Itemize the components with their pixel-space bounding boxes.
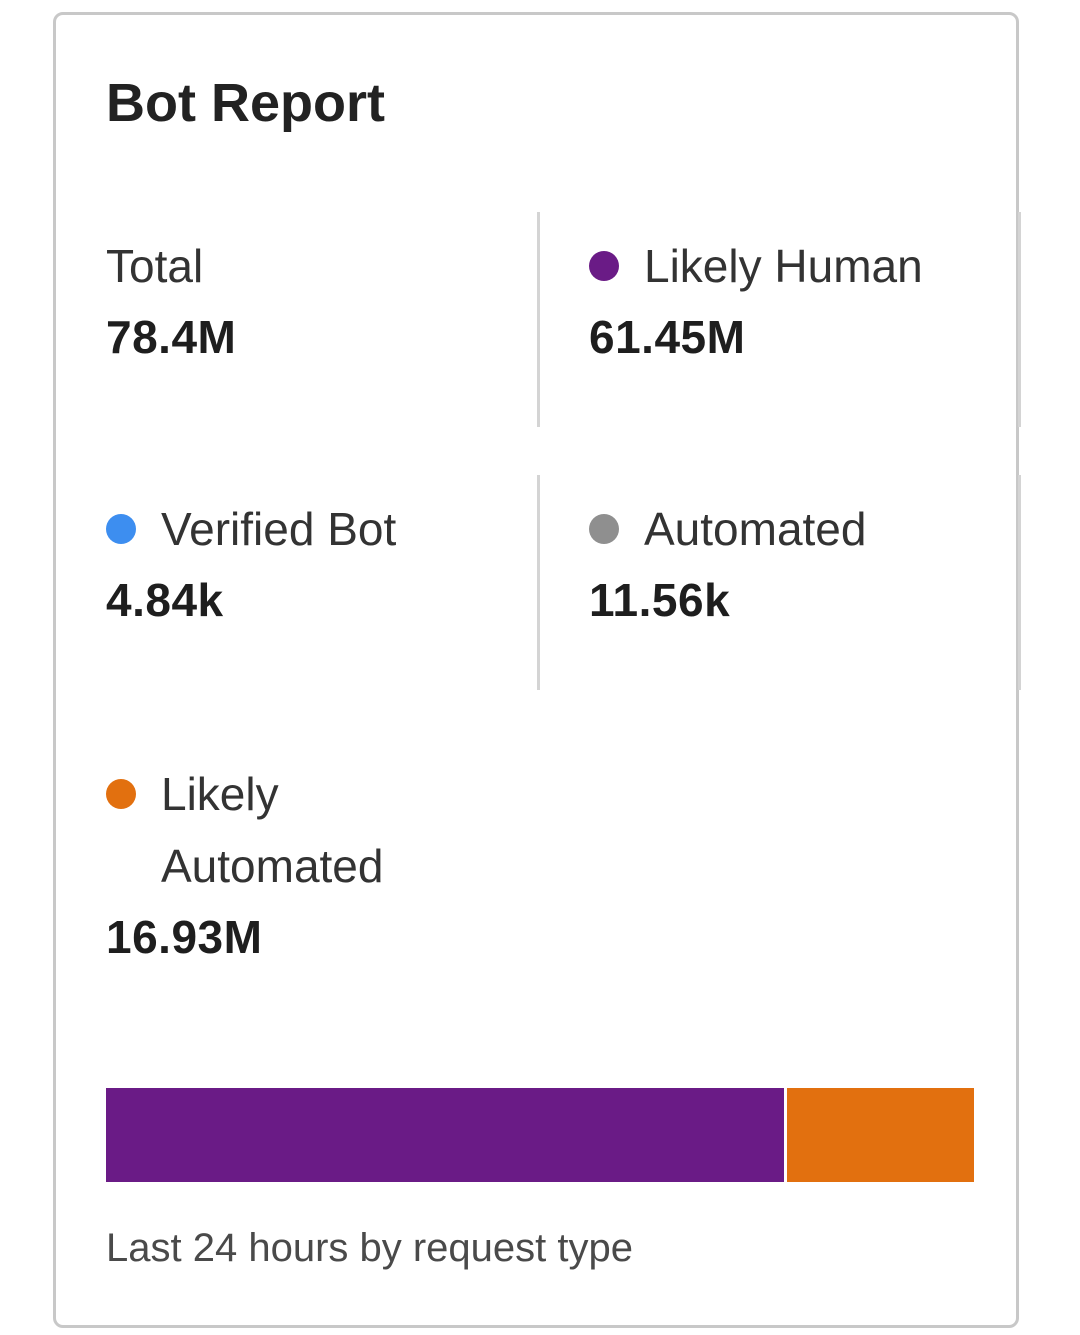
bot-report-card: Bot Report Total 78.4M Likely Human 61.4… [53,12,1021,1328]
card-footer-caption: Last 24 hours by request type [106,1226,633,1270]
stat-total-value: 78.4M [106,311,237,363]
request-type-distribution-bar [106,1088,974,1182]
stat-likely-human-value: 61.45M [589,311,746,363]
stat-divider [1018,475,1021,690]
stat-verified-bot-value: 4.84k [106,574,224,626]
automated-dot-icon [589,514,619,544]
card-title: Bot Report [106,73,385,133]
stat-divider [537,475,540,690]
stat-likely-automated-label: Likely Automated [161,758,383,902]
bar-segment-likely-human [106,1088,785,1182]
stat-likely-human-label: Likely Human [644,240,923,292]
stat-likely-human: Likely Human 61.45M [589,230,1009,372]
stat-automated: Automated 11.56k [589,493,1009,635]
stat-likely-automated-label-line1: Likely [161,768,279,820]
stat-total: Total 78.4M [106,230,526,372]
stat-likely-automated-label-line2: Automated [161,840,384,892]
stat-total-label: Total [106,240,204,292]
verified-bot-dot-icon [106,514,136,544]
stat-automated-value: 11.56k [589,574,731,626]
bar-gap [784,1088,788,1182]
stat-divider [1018,212,1021,427]
likely-automated-dot-icon [106,779,136,809]
stat-divider [537,212,540,427]
likely-human-dot-icon [589,251,619,281]
stat-verified-bot-label: Verified Bot [161,503,397,555]
stat-likely-automated: Likely Automated 16.93M [106,758,526,972]
stat-likely-automated-value: 16.93M [106,911,263,963]
stat-automated-label: Automated [644,503,867,555]
bar-segment-likely-automated [787,1088,974,1182]
stat-verified-bot: Verified Bot 4.84k [106,493,526,635]
